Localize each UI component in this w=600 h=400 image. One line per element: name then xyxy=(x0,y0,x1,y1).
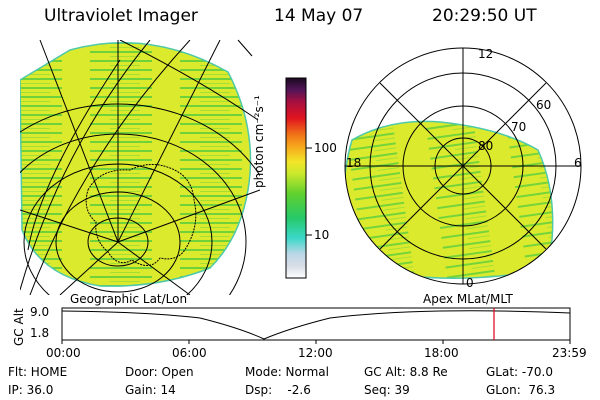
altitude-curve xyxy=(61,310,571,340)
status-mode: Mode: Normal xyxy=(245,365,329,379)
status-dsp: Dsp: -2.6 xyxy=(245,383,311,397)
status-ip: IP: 36.0 xyxy=(8,383,54,397)
status-door: Door: Open xyxy=(125,365,194,379)
mlt-label-18: 18 xyxy=(346,156,362,170)
mlt-label-12: 12 xyxy=(478,47,494,61)
altitude-ytick-1-8: 1.8 xyxy=(30,326,50,340)
coastline xyxy=(85,164,197,266)
date-label: 14 May 07 xyxy=(274,6,364,26)
time-label: 20:29:50 UT xyxy=(432,6,537,26)
altitude-xtick-0000: 00:00 xyxy=(46,346,81,360)
altitude-xtick-1200: 12:00 xyxy=(298,346,333,360)
mlat-label-80: 80 xyxy=(478,139,494,153)
colorbar-tick-100: 100 xyxy=(314,141,337,155)
left-panel-pointer xyxy=(237,39,253,57)
mlt-label-6: 6 xyxy=(574,156,582,170)
polar-image-panel xyxy=(344,47,582,285)
altitude-x-ticks xyxy=(61,340,571,344)
left-panel-label: Geographic Lat/Lon xyxy=(70,292,188,306)
altitude-plot xyxy=(61,307,571,344)
mlt-label-0: 0 xyxy=(466,276,474,290)
status-glon: GLon: 76.3 xyxy=(486,383,556,397)
status-gain: Gain: 14 xyxy=(125,383,176,397)
geographic-image-panel xyxy=(20,40,260,295)
right-panel-label: Apex MLat/MLT xyxy=(423,292,513,306)
uv-image-right xyxy=(345,120,554,279)
altitude-xtick-2359: 23:59 xyxy=(552,346,587,360)
color-scale-ticks xyxy=(306,147,312,236)
colorbar-unit-label: photon cm⁻²s⁻¹ xyxy=(252,95,266,188)
mlat-label-70: 70 xyxy=(511,120,527,134)
uv-image-left xyxy=(20,41,252,287)
color-scale-bar xyxy=(285,77,307,279)
altitude-ylabel: GC Alt xyxy=(12,308,26,346)
status-glat: GLat: -70.0 xyxy=(486,365,553,379)
instrument-title: Ultraviolet Imager xyxy=(44,6,198,26)
mlat-label-60: 60 xyxy=(536,98,552,112)
altitude-xtick-1800: 18:00 xyxy=(424,346,459,360)
altitude-ytick-9: 9.0 xyxy=(30,305,50,319)
status-gc-alt: GC Alt: 8.8 Re xyxy=(364,365,448,379)
status-flt: Flt: HOME xyxy=(8,365,68,379)
status-seq: Seq: 39 xyxy=(364,383,410,397)
colorbar-tick-10: 10 xyxy=(314,228,330,242)
altitude-xtick-0600: 06:00 xyxy=(172,346,207,360)
